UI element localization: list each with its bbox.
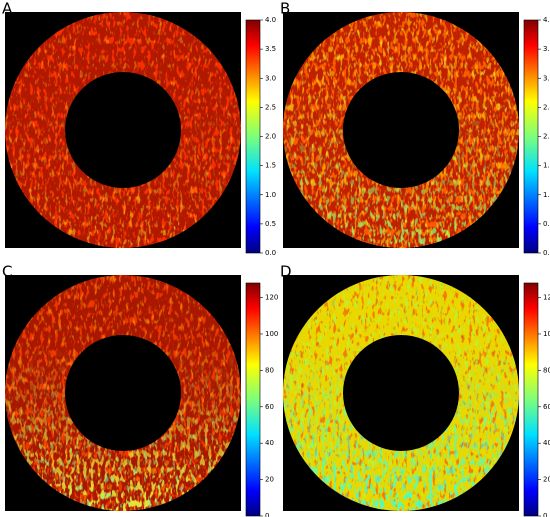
colorbar-tick-label: 80 [265,366,274,374]
colorbar [523,282,539,517]
colorbar-tick-label: 100 [265,330,278,338]
colorbar-tick-label: 40 [543,439,550,447]
colorbar-tick-label: 0.0 [543,249,550,257]
colorbar-tick-label: 4.0 [265,16,276,24]
colorbar-tick-label: 80 [543,366,550,374]
colorbar-tick-label: 3.0 [543,74,550,82]
colorbar-tick-label: 60 [265,403,274,411]
colorbar-tick-label: 0 [265,512,269,517]
colorbar-tick-label: 2.0 [265,133,276,141]
colorbar-tick-label: 40 [265,439,274,447]
colorbar-tick-label: 1.0 [265,191,276,199]
colorbar-tick-label: 120 [543,294,550,302]
panel [283,12,519,248]
colorbar-tick-label: 2.0 [543,133,550,141]
ring-image [5,275,241,511]
ring-image [283,12,519,248]
colorbar [245,282,261,517]
colorbar-tick-label: 100 [543,330,550,338]
colorbar-tick-label: 20 [543,476,550,484]
panel-label: B [280,0,290,18]
colorbar-tick-label: 60 [543,403,550,411]
colorbar-tick-label: 3.5 [265,45,276,53]
colorbar-tick-label: 20 [265,476,274,484]
colorbar-tick-label: 1.5 [543,162,550,170]
colorbar-tick-label: 4.0 [543,16,550,24]
panel [5,275,241,511]
colorbar-tick-label: 0.0 [265,249,276,257]
colorbar-tick-label: 1.0 [543,191,550,199]
colorbar-tick-label: 1.5 [265,162,276,170]
panel [5,12,241,248]
colorbar-tick-label: 0 [543,512,547,517]
colorbar-tick-label: 0.5 [543,220,550,228]
colorbar-tick-label: 2.5 [543,103,550,111]
colorbar-tick-label: 2.5 [265,103,276,111]
colorbar [245,19,261,254]
panel-label: D [280,263,292,281]
panel-label: C [2,263,12,281]
colorbar-tick-label: 3.5 [543,45,550,53]
colorbar [523,19,539,254]
colorbar-tick-label: 3.0 [265,74,276,82]
panel-label: A [2,0,13,18]
colorbar-tick-label: 120 [265,294,278,302]
colorbar-tick-label: 0.5 [265,220,276,228]
panel [283,275,519,511]
